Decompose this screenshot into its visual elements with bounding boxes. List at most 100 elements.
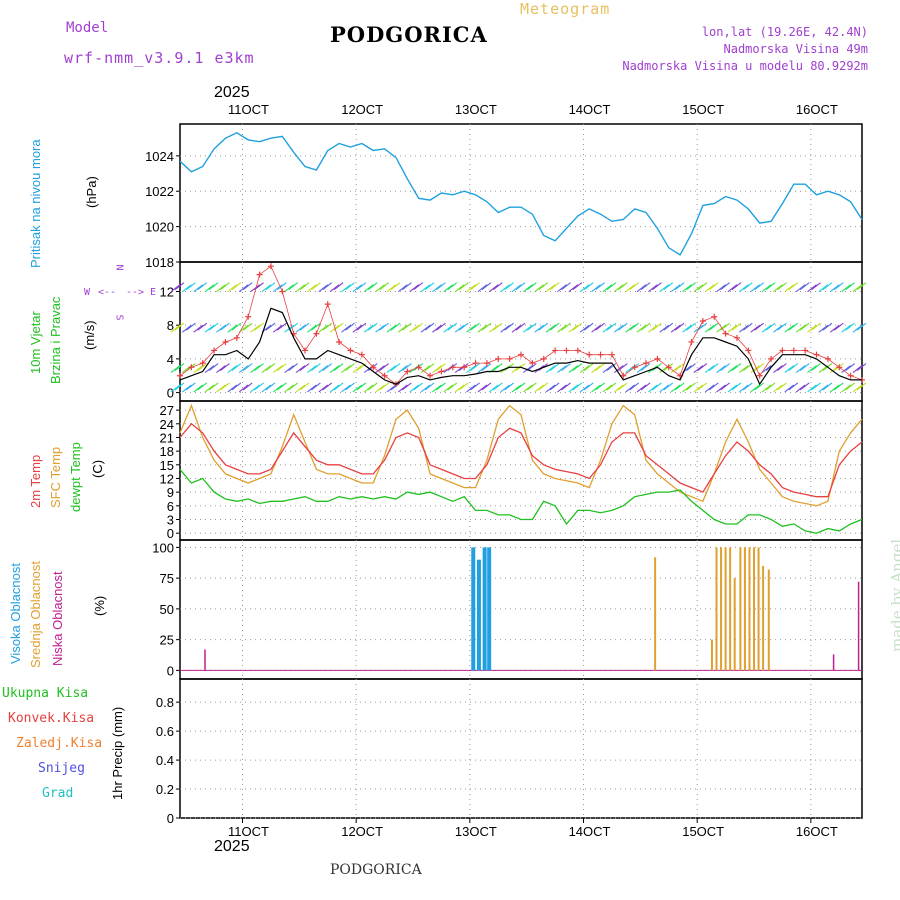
wind-arrow: [242, 363, 253, 372]
wind-arrow: [470, 282, 480, 291]
ytick-label-temperature: 24: [160, 417, 174, 432]
wind-arrow: [216, 324, 226, 333]
wind-arrow: [492, 382, 503, 391]
wind-arrow: [659, 284, 670, 293]
wind-arrow: [470, 382, 480, 391]
wind-arrow: [765, 282, 776, 291]
wind-arrow: [401, 282, 412, 291]
wind-arrow: [534, 384, 545, 393]
wind-arrow: [204, 324, 215, 333]
wind-arrow: [352, 284, 363, 293]
wind-arrow: [557, 284, 567, 293]
wind-arrow: [424, 282, 435, 291]
wind-arrow: [811, 382, 821, 391]
wind-arrow: [568, 324, 579, 333]
panel-frame-clouds: [179, 539, 863, 680]
wind-arrow: [466, 365, 476, 374]
wind-arrow: [174, 322, 185, 331]
wind-arrow: [345, 363, 355, 372]
wind-arrow: [276, 363, 287, 372]
wind-arrow: [227, 284, 238, 293]
wind-arrow: [625, 324, 636, 333]
wind-arrow: [595, 363, 605, 372]
wind-arrow: [704, 365, 715, 374]
wind-arrow: [795, 384, 806, 393]
wind-gust-point: [177, 372, 183, 379]
xtick-label-bottom: 11OCT: [228, 824, 269, 839]
wind-arrow: [591, 284, 601, 293]
wind-arrow: [379, 382, 389, 391]
wind-arrow: [833, 322, 844, 331]
wind-arrow: [500, 284, 510, 293]
wind-arrow: [545, 384, 556, 393]
wind-arrow: [606, 322, 617, 331]
wind-arrow: [401, 382, 412, 391]
wind-arrow: [208, 322, 219, 331]
wind-arrow: [432, 284, 442, 293]
wind-arrow: [397, 384, 408, 393]
wind-arrow: [591, 324, 601, 333]
wind-arrow: [363, 384, 374, 393]
ytick-label-temperature: 15: [160, 458, 174, 473]
wind-arrow: [470, 363, 480, 372]
wind-arrow: [227, 365, 238, 374]
wind-arrow: [341, 284, 351, 293]
wind-arrow: [409, 324, 420, 333]
wind-arrow: [583, 382, 594, 391]
wind-arrow: [579, 365, 590, 374]
wind-arrow: [197, 322, 208, 331]
wind-arrow: [443, 284, 454, 293]
wind-arrow: [674, 282, 685, 291]
wind-arrow: [727, 384, 738, 393]
wind-arrow: [413, 382, 424, 391]
wind-arrow: [652, 282, 662, 291]
wind-arrow: [754, 382, 765, 391]
wind-arrow: [708, 282, 719, 291]
wind-arrow: [841, 365, 851, 374]
wind-arrow: [436, 382, 446, 391]
wind-arrow: [807, 365, 817, 374]
wind-arrow: [432, 365, 442, 374]
wind-arrow: [750, 324, 761, 333]
wind-arrow: [466, 384, 476, 393]
wind-arrow: [413, 282, 424, 291]
wind-arrow: [250, 384, 260, 393]
wind-arrow: [174, 282, 185, 291]
wind-arrow: [686, 363, 696, 372]
wind-arrow: [356, 322, 367, 331]
wind-arrow: [693, 384, 704, 393]
cloud-bar: [715, 547, 718, 671]
wind-arrow: [272, 324, 283, 333]
xtick-label-top: 14OCT: [569, 102, 611, 117]
wind-arrow: [436, 363, 446, 372]
wind-arrow: [799, 322, 810, 331]
wind-arrow: [515, 282, 526, 291]
wind-arrow: [811, 322, 821, 331]
wind-arrow: [511, 384, 522, 393]
wind-arrow: [216, 365, 226, 374]
wind-arrow: [356, 282, 367, 291]
wind-arrow: [458, 322, 469, 331]
wind-arrow: [436, 322, 446, 331]
wind-arrow: [504, 282, 514, 291]
wind-arrow: [807, 284, 817, 293]
wind-arrow: [220, 382, 230, 391]
wind-arrow: [788, 382, 799, 391]
wind-arrow: [397, 284, 408, 293]
xtick-label-bottom: 15OCT: [682, 824, 724, 839]
wind-arrow: [818, 384, 829, 393]
wind-arrow: [795, 365, 806, 374]
cloud-bar: [762, 565, 765, 671]
wind-arrow: [841, 324, 851, 333]
wind-arrow: [186, 322, 196, 331]
wind-arrow: [761, 284, 772, 293]
wind-arrow: [311, 363, 321, 372]
year-bottom: 2025: [214, 838, 250, 855]
wind-arrow: [527, 282, 537, 291]
wind-arrow: [231, 363, 242, 372]
lonlat-label: lon,lat (19.26E, 42.4N): [701, 25, 868, 39]
wind-arrow: [750, 384, 761, 393]
wind-arrow: [640, 382, 651, 391]
wind-arrow: [583, 363, 594, 372]
wind-arrow: [265, 382, 276, 391]
